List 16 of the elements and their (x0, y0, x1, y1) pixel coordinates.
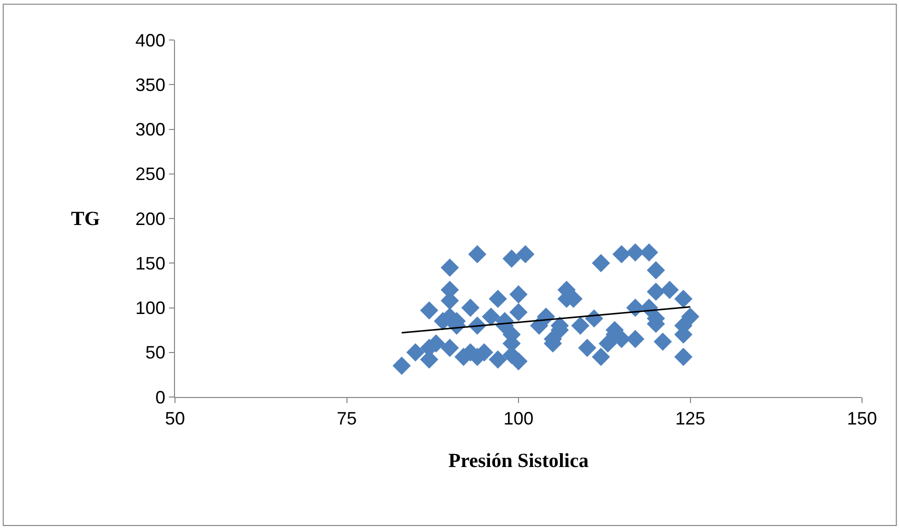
y-axis-title: TG (71, 208, 100, 230)
y-tick-label: 50 (145, 342, 166, 363)
y-tick-label: 100 (135, 298, 166, 318)
y-tick-label: 350 (135, 74, 166, 95)
y-tick-label: 150 (135, 253, 166, 274)
x-axis-title: Presión Sistolica (448, 450, 589, 472)
x-tick-label: 75 (336, 408, 357, 429)
x-tick-label: 125 (675, 408, 706, 429)
x-tick-label: 100 (503, 408, 534, 429)
y-tick-label: 0 (155, 387, 166, 408)
y-tick-label: 200 (135, 208, 166, 229)
y-tick-label: 400 (135, 30, 166, 50)
x-tick-label: 150 (846, 408, 878, 429)
y-tick-label: 250 (135, 164, 166, 184)
x-tick-label: 50 (164, 408, 186, 429)
y-tick-label: 300 (135, 120, 166, 140)
